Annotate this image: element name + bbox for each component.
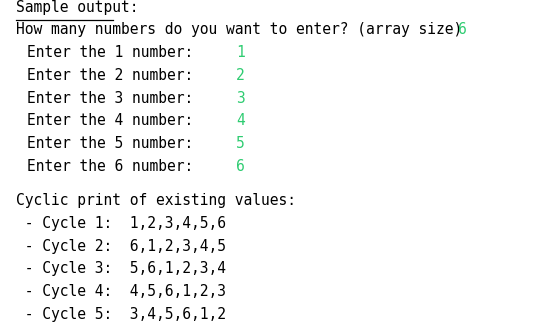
Text: 5: 5 (236, 136, 245, 151)
Text: Cyclic print of existing values:: Cyclic print of existing values: (16, 193, 296, 208)
Text: Enter the 1 number:: Enter the 1 number: (27, 45, 203, 60)
Text: 3: 3 (236, 91, 245, 106)
Text: 6: 6 (236, 159, 245, 174)
Text: Enter the 5 number:: Enter the 5 number: (27, 136, 203, 151)
Text: How many numbers do you want to enter? (array size): How many numbers do you want to enter? (… (16, 22, 471, 37)
Text: Enter the 2 number:: Enter the 2 number: (27, 68, 203, 83)
Text: - Cycle 1:  1,2,3,4,5,6: - Cycle 1: 1,2,3,4,5,6 (16, 216, 227, 231)
Text: - Cycle 5:  3,4,5,6,1,2: - Cycle 5: 3,4,5,6,1,2 (16, 307, 227, 322)
Text: - Cycle 2:  6,1,2,3,4,5: - Cycle 2: 6,1,2,3,4,5 (16, 239, 227, 254)
Text: 6: 6 (458, 22, 466, 37)
Text: - Cycle 4:  4,5,6,1,2,3: - Cycle 4: 4,5,6,1,2,3 (16, 284, 227, 299)
Text: Enter the 6 number:: Enter the 6 number: (27, 159, 203, 174)
Text: 4: 4 (236, 113, 245, 128)
Text: Enter the 4 number:: Enter the 4 number: (27, 113, 203, 128)
Text: 2: 2 (236, 68, 245, 83)
Text: - Cycle 3:  5,6,1,2,3,4: - Cycle 3: 5,6,1,2,3,4 (16, 261, 227, 276)
Text: 1: 1 (236, 45, 245, 60)
Text: Sample output:: Sample output: (16, 0, 139, 15)
Text: Enter the 3 number:: Enter the 3 number: (27, 91, 203, 106)
